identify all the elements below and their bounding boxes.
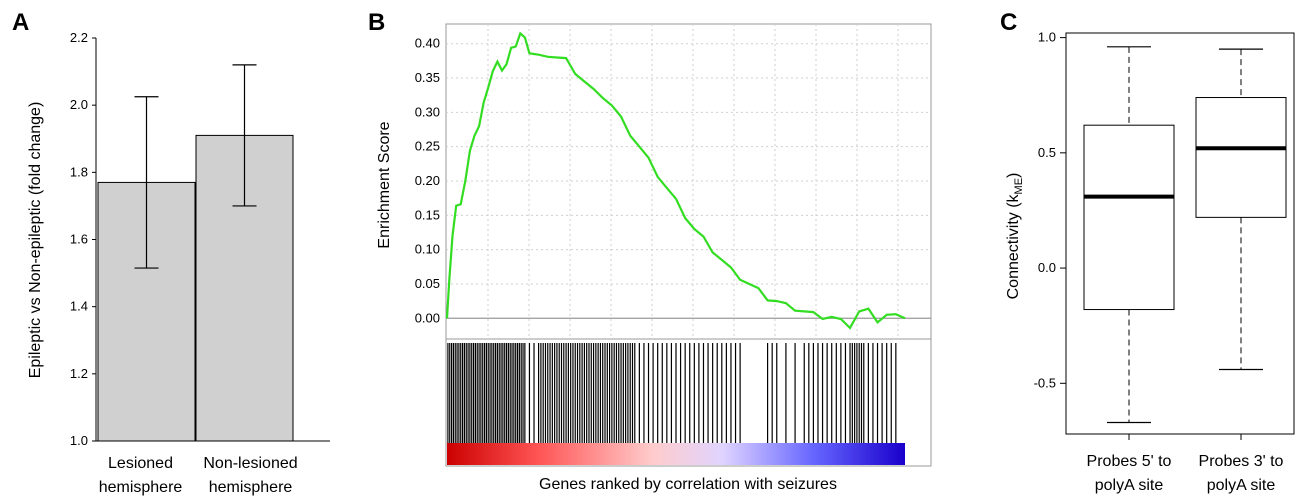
- panel-a-y-tick-label: 1.2: [70, 366, 88, 381]
- panel-b-y-tick-label: 0.10: [415, 242, 440, 257]
- panel-b-y-tick-label: 0.40: [415, 36, 440, 51]
- panel-a-x-axis: Lesioned hemisphere Non-lesioned hemisphere: [99, 455, 298, 496]
- panel-b-y-tick-label: 0.20: [415, 173, 440, 188]
- panel-c-letter: C: [1000, 9, 1017, 36]
- panel-a-category-label: hemisphere: [209, 479, 293, 496]
- panel-a-y-tick-label: 1.0: [70, 433, 88, 448]
- panel-c-y-axis-title-end: ): [1005, 173, 1022, 178]
- panel-a-y-tick-label: 2.2: [70, 30, 88, 45]
- panel-a-y-axis-title: Epileptic vs Non-epileptic (fold change): [27, 102, 44, 379]
- panel-a-y-tick-label: 1.4: [70, 299, 88, 314]
- panel-a-y-tick-label: 1.8: [70, 164, 88, 179]
- panel-c-category-label: polyA site: [1207, 477, 1276, 494]
- panel-c-x-axis: Probes 5' to polyA site Probes 3' to polyA …: [1087, 434, 1284, 494]
- panel-a-letter: A: [12, 9, 29, 36]
- panel-b-letter: B: [368, 9, 385, 36]
- panel-c-y-tick-label: 0.0: [1038, 260, 1056, 275]
- panel-c-category-label: Probes 3' to: [1199, 453, 1284, 470]
- panel-b-y-tick-label: 0.05: [415, 276, 440, 291]
- panel-c-boxes: [1083, 46, 1287, 424]
- panel-c-y-axis: -0.5 0.0 0.5 1.0: [1034, 30, 1066, 390]
- panel-c-plot-frame: [1065, 32, 1295, 435]
- panel-a-category-label: Lesioned: [108, 455, 173, 472]
- panel-c-category-label: polyA site: [1095, 477, 1164, 494]
- panel-a-category-label: hemisphere: [99, 479, 183, 496]
- panel-a-category-label: Non-lesioned: [203, 455, 297, 472]
- panel-b-y-axis-title: Enrichment Score: [376, 121, 393, 248]
- panel-c-y-tick-label: 0.5: [1038, 145, 1056, 160]
- panel-a-y-tick-label: 2.0: [70, 97, 88, 112]
- panel-a: A 1.0 1.2 1.4 1.6 1.8 2.0 2.2 Lesioned hemisphe…: [12, 9, 330, 496]
- panel-b-plot-frame: [445, 23, 932, 467]
- panel-b-x-axis-title: Genes ranked by correlation with seizure…: [539, 476, 837, 493]
- panel-c-y-axis-title-main: Connectivity (k: [1005, 193, 1022, 299]
- panel-c-y-tick-label: -0.5: [1034, 375, 1056, 390]
- panel-a-y-tick-label: 1.6: [70, 232, 88, 247]
- panel-c-y-axis-title-sub: ME: [1013, 178, 1025, 195]
- panel-b-y-tick-label: 0.35: [415, 70, 440, 85]
- panel-c-box: [1195, 97, 1287, 218]
- panel-b: B 0.00 0.05 0.10 0.15 0.20 0.25 0.30 0.35 0.40 E…: [368, 9, 932, 493]
- panel-c-y-tick-label: 1.0: [1038, 30, 1056, 45]
- panel-c-y-axis-title: Connectivity (kME): [1005, 173, 1025, 300]
- panel-b-y-axis: 0.00 0.05 0.10 0.15 0.20 0.25 0.30 0.35 0.40: [415, 36, 440, 326]
- panel-b-y-tick-label: 0.15: [415, 207, 440, 222]
- panel-b-y-tick-label: 0.00: [415, 310, 440, 325]
- panel-c-category-label: Probes 5' to: [1087, 453, 1172, 470]
- panel-a-bars: [97, 64, 294, 442]
- panel-b-y-tick-label: 0.25: [415, 139, 440, 154]
- panel-b-enrichment-line: [445, 31, 906, 330]
- panel-b-y-tick-label: 0.30: [415, 104, 440, 119]
- panel-b-hit-marks: [447, 343, 897, 465]
- panel-b-rank-gradient: [447, 443, 905, 465]
- panel-c-box: [1083, 124, 1175, 311]
